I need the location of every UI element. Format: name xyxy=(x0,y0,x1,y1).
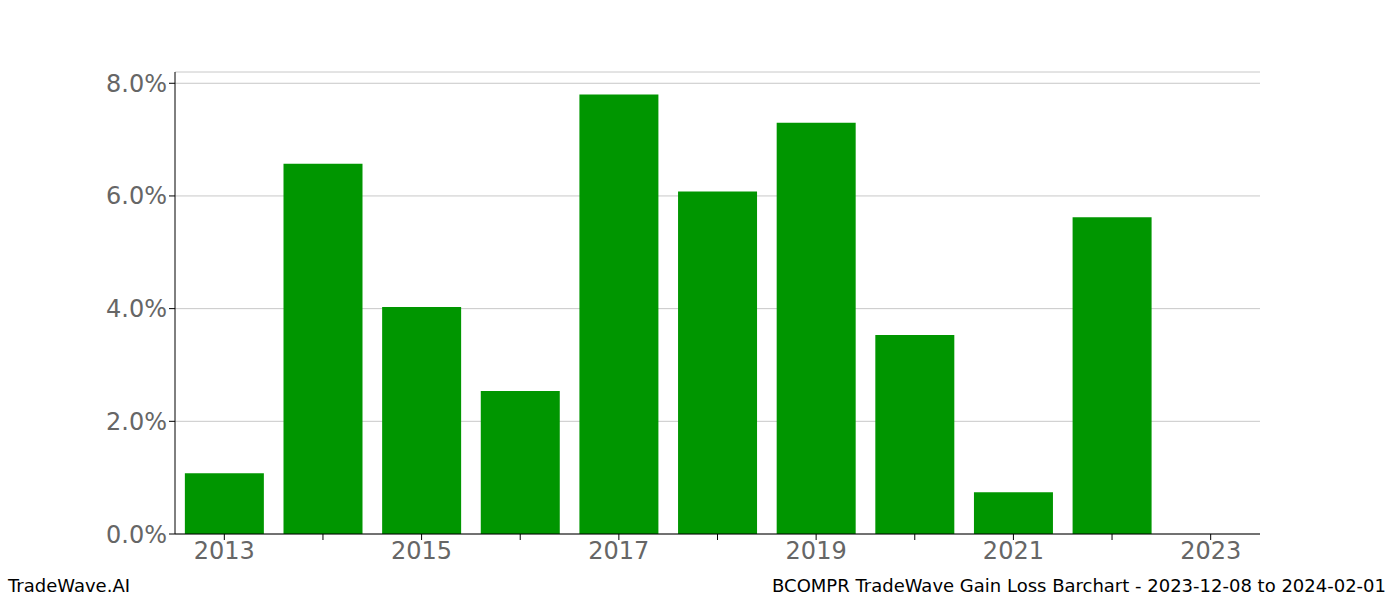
svg-text:2021: 2021 xyxy=(983,537,1044,565)
svg-text:2.0%: 2.0% xyxy=(106,408,167,436)
svg-text:4.0%: 4.0% xyxy=(106,295,167,323)
svg-text:0.0%: 0.0% xyxy=(106,521,167,549)
html-text:TradeWave.AI: TradeWave.AI xyxy=(8,575,130,596)
svg-text:6.0%: 6.0% xyxy=(106,182,167,210)
html-text:BCOMPR TradeWave Gain Loss Bar: BCOMPR TradeWave Gain Loss Barchart - 20… xyxy=(772,575,1386,596)
svg-text:2013: 2013 xyxy=(194,537,255,565)
svg-text:2017: 2017 xyxy=(588,537,649,565)
svg-text:8.0%: 8.0% xyxy=(106,70,167,98)
svg-text:2015: 2015 xyxy=(391,537,452,565)
svg-text:2023: 2023 xyxy=(1180,537,1241,565)
svg-text:2019: 2019 xyxy=(786,537,847,565)
